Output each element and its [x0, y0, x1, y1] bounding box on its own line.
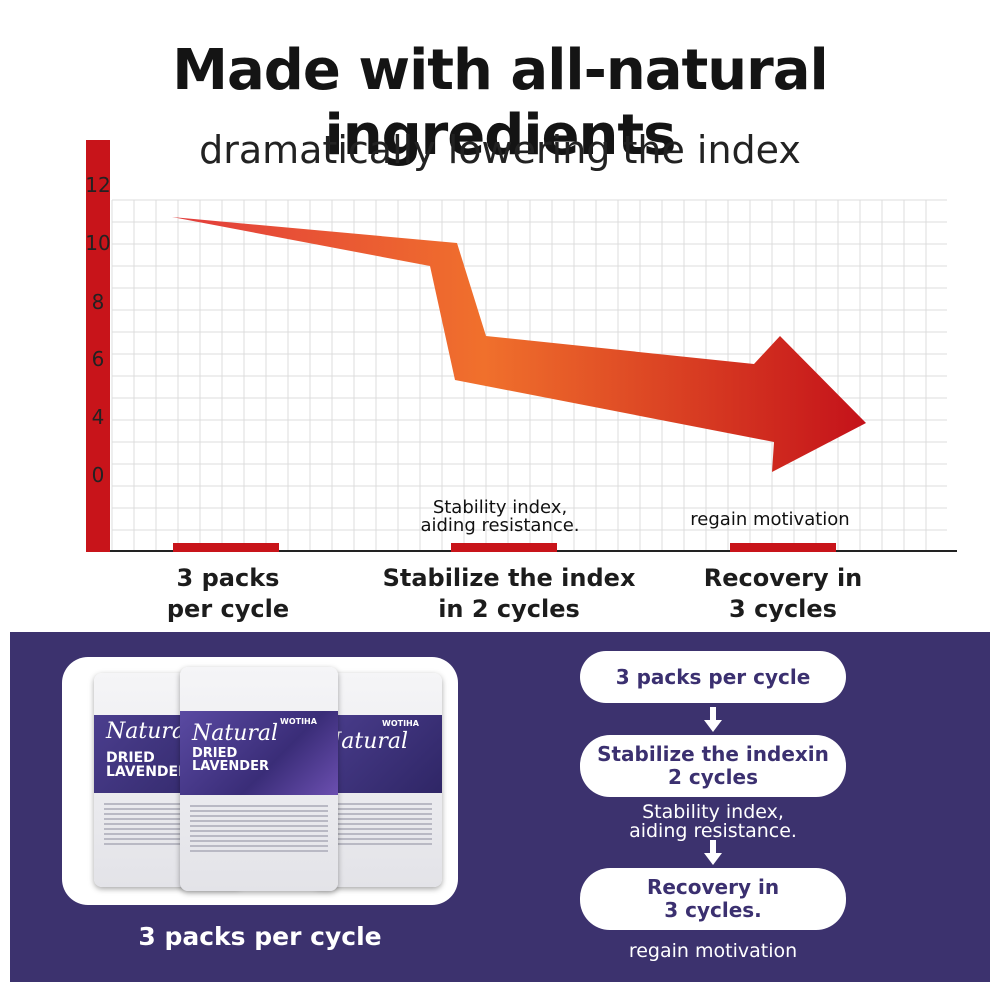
pack-left-dried: DRIED LAVENDER [106, 751, 189, 779]
index-chart-svg: 12 10 8 6 4 0 [85, 140, 957, 552]
chart-annotation-stability-line1: Stability index, [432, 497, 568, 518]
y-tick-label: 6 [92, 347, 105, 371]
y-tick-label: 10 [85, 231, 110, 255]
stage-label-1: 3 packs per cycle [98, 563, 358, 625]
chart-grid [111, 199, 947, 551]
pack-left-dried-line1: DRIED [106, 750, 155, 766]
step-pill-2-line2: 2 cycles [668, 765, 758, 789]
stage-label-1-line2: per cycle [166, 595, 290, 623]
stage-label-3-line1: Recovery in [703, 564, 863, 592]
step-note-stability: Stability index, aiding resistance. [560, 803, 866, 841]
y-axis-ticks: 12 10 8 6 4 0 [85, 173, 110, 487]
stage-label-2-line1: Stabilize the index [382, 564, 636, 592]
y-tick-label: 8 [92, 290, 105, 314]
pack-center-dried-line1: DRIED [192, 746, 238, 761]
chart-annotation-motivation-text: regain motivation [690, 509, 850, 530]
step-pill-1-text: 3 packs per cycle [615, 664, 811, 689]
chart-annotation-stability: Stability index, aiding resistance. [405, 499, 595, 535]
stage-marker [173, 543, 279, 552]
step-pill-2-line1: Stabilize the indexin [597, 742, 829, 766]
step-note-motivation-text: regain motivation [628, 940, 798, 962]
pack-right-brand: WOTIHA [382, 719, 419, 728]
subheadline-text: dramatically lowering the index [199, 128, 801, 172]
chart-annotation-motivation: regain motivation [660, 511, 880, 529]
step-pill-3: Recovery in 3 cycles. [580, 868, 846, 930]
pack-left-text-lines [104, 803, 234, 848]
product-pack-center: WOTIHA Natural DRIED LAVENDER [180, 667, 338, 891]
stage-label-1-line1: 3 packs [176, 564, 280, 592]
stage-label-2: Stabilize the index in 2 cycles [379, 563, 639, 625]
y-tick-label: 0 [92, 463, 105, 487]
step-pill-1: 3 packs per cycle [580, 651, 846, 703]
stage-marker [451, 543, 557, 552]
pack-center-text-lines [190, 805, 328, 855]
product-photo-card: Natural DRIED LAVENDER WOTIHA Natural WO… [62, 657, 458, 905]
stage-label-3: Recovery in 3 cycles [653, 563, 913, 625]
pack-right-text-lines [322, 803, 432, 848]
pack-center-brand: WOTIHA [280, 717, 317, 726]
step-note-stability-line2: aiding resistance. [629, 820, 797, 842]
y-tick-label: 12 [85, 173, 110, 197]
pack-center-natural: Natural [192, 721, 279, 746]
stage-marker [730, 543, 836, 552]
stage-label-2-line2: in 2 cycles [438, 595, 580, 623]
pack-left-natural: Natural [106, 719, 193, 744]
pack-center-dried: DRIED LAVENDER [192, 747, 269, 773]
step-pill-2: Stabilize the indexin 2 cycles [580, 735, 846, 797]
step-pill-3-line2: 3 cycles. [664, 898, 762, 922]
down-arrow-icon [704, 707, 722, 732]
pack-label-band [180, 711, 338, 795]
index-chart: 12 10 8 6 4 0 [85, 140, 957, 552]
stage-label-3-line2: 3 cycles [729, 595, 837, 623]
y-axis-bar [86, 140, 110, 552]
pack-left-dried-line2: LAVENDER [106, 764, 189, 780]
step-note-motivation: regain motivation [560, 942, 866, 961]
chart-annotation-stability-line2: aiding resistance. [420, 515, 580, 536]
y-tick-label: 4 [92, 405, 105, 429]
stage-markers [173, 543, 836, 552]
headline: Made with all-natural ingredients [172, 38, 828, 168]
decline-arrow [172, 217, 866, 472]
step-note-stability-line1: Stability index, [642, 801, 784, 823]
product-caption: 3 packs per cycle [138, 922, 382, 951]
down-arrow-icon [704, 840, 722, 865]
step-pill-3-line1: Recovery in [646, 875, 780, 899]
subheadline: dramatically lowering the index [0, 128, 1000, 172]
pack-center-dried-line2: LAVENDER [192, 759, 269, 774]
